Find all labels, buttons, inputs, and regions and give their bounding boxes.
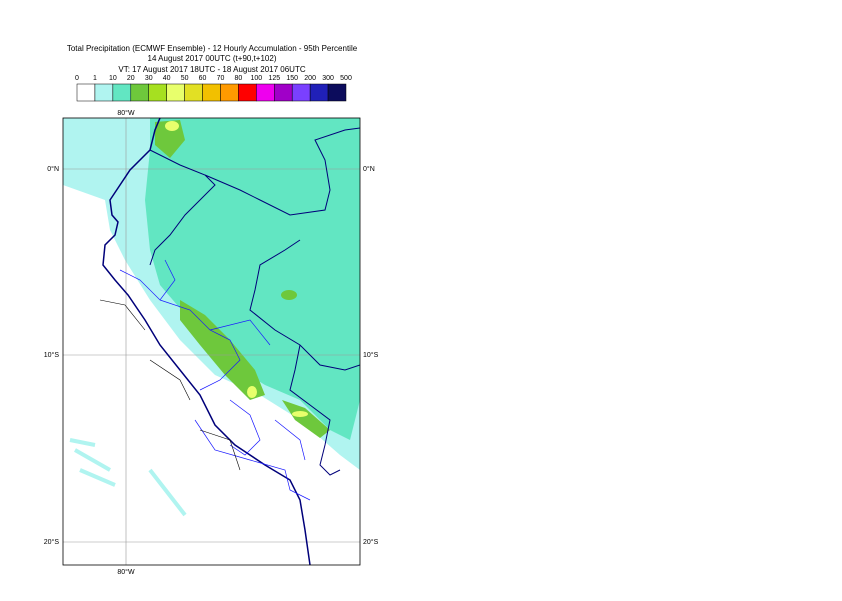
- colorbar: 0 1 10 20 30 40 50 60 70 80 100 125 150 200 300 500: [75, 75, 352, 102]
- colorbar-label: 30: [145, 75, 153, 82]
- lat-label: 10°S: [363, 351, 379, 359]
- lon-label: 80°W: [117, 109, 135, 117]
- color-swatch: [220, 83, 239, 102]
- subtitle: 14 August 2017 00UTC (t+90,t+102): [148, 54, 277, 63]
- precip-moderate: [145, 118, 360, 440]
- colorbar-label: 40: [163, 75, 171, 82]
- lon-label: 80°W: [117, 568, 135, 576]
- lat-label: 20°S: [44, 538, 60, 546]
- map-frame: [62, 117, 361, 566]
- color-swatch: [94, 83, 114, 102]
- colorbar-label: 50: [181, 75, 189, 82]
- precip-peak: [165, 121, 179, 131]
- color-swatch: [148, 83, 167, 102]
- color-swatch: [291, 83, 311, 102]
- region-border: [119, 259, 311, 501]
- color-swatch: [327, 83, 347, 102]
- valid-time: VT: 17 August 2017 18UTC - 18 August 201…: [118, 65, 305, 74]
- colorbar-label: 200: [304, 75, 316, 82]
- color-swatch: [184, 83, 203, 102]
- colorbar-label: 125: [268, 75, 280, 82]
- colorbar-label: 300: [322, 75, 334, 82]
- color-swatch: [274, 83, 293, 102]
- colorbar-label: 80: [235, 75, 243, 82]
- coastline: [102, 118, 311, 565]
- colorbar-label: 10: [109, 75, 117, 82]
- precip-heavy: [281, 290, 297, 300]
- lat-label: 20°S: [363, 538, 379, 546]
- color-swatch: [166, 83, 185, 102]
- color-swatch: [202, 83, 221, 102]
- color-swatch: [130, 83, 149, 102]
- colorbar-label: 0: [75, 75, 79, 82]
- color-swatch: [309, 83, 329, 102]
- color-swatch: [256, 83, 275, 102]
- region-border: [99, 299, 241, 471]
- color-swatch: [112, 83, 132, 102]
- precip-peak: [247, 386, 257, 398]
- precip-heavy: [155, 120, 185, 158]
- lat-label: 0°N: [363, 165, 375, 173]
- colorbar-label: 1: [93, 75, 97, 82]
- lat-label: 0°N: [47, 165, 59, 173]
- precip-streak: [69, 438, 187, 517]
- precip-heavy: [180, 300, 265, 400]
- colorbar-label: 100: [250, 75, 262, 82]
- colorbar-label: 70: [217, 75, 225, 82]
- colorbar-label: 150: [286, 75, 298, 82]
- lat-label: 10°S: [44, 351, 60, 359]
- colorbar-label: 60: [199, 75, 207, 82]
- colorbar-label: 20: [127, 75, 135, 82]
- map: [63, 118, 360, 565]
- color-swatch: [238, 83, 257, 102]
- country-border: [149, 127, 360, 476]
- title: Total Precipitation (ECMWF Ensemble) - 1…: [67, 44, 358, 53]
- colorbar-label: 500: [340, 75, 352, 82]
- precip-peak: [292, 411, 308, 417]
- color-swatch: [76, 83, 96, 102]
- precip-heavy: [282, 400, 330, 438]
